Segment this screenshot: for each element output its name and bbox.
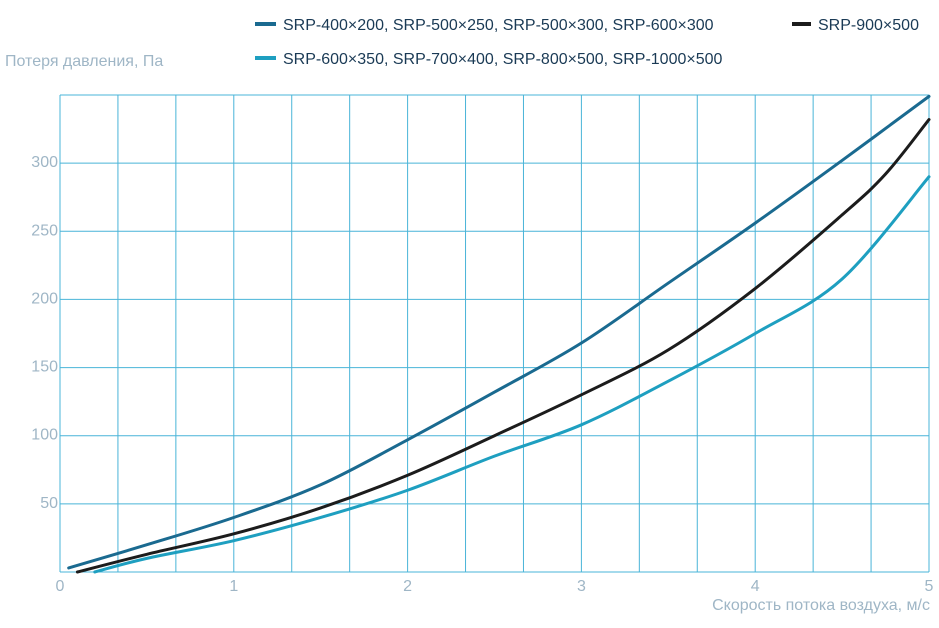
- y-tick-label: 100: [31, 427, 58, 444]
- y-tick-label: 150: [31, 359, 58, 376]
- grid: [59, 94, 930, 573]
- series-lines: [67, 94, 931, 574]
- y-tick-label: 50: [40, 495, 58, 512]
- x-tick-label: 0: [56, 578, 65, 595]
- y-tick-label: 250: [31, 222, 58, 239]
- series-line-2: [93, 175, 931, 574]
- x-axis-label: Скорость потока воздуха, м/с: [712, 597, 930, 614]
- x-tick-label: 1: [229, 578, 238, 595]
- x-tick-label: 5: [925, 578, 934, 595]
- y-axis-label: Потеря давления, Па: [5, 53, 163, 70]
- legend-item-0: SRP-400×200, SRP-500×250, SRP-500×300, S…: [255, 17, 714, 34]
- x-tick-label: 3: [577, 578, 586, 595]
- y-tick-label: 200: [31, 290, 58, 307]
- legend-label-1: SRP-900×500: [818, 17, 919, 34]
- legend-label-0: SRP-400×200, SRP-500×250, SRP-500×300, S…: [283, 17, 714, 34]
- legend: SRP-400×200, SRP-500×250, SRP-500×300, S…: [255, 17, 919, 68]
- legend-label-2: SRP-600×350, SRP-700×400, SRP-800×500, S…: [283, 51, 723, 68]
- tick-labels: 0 1 2 3 4 5 50 100 150 200 250 300: [31, 154, 933, 595]
- legend-item-2: SRP-600×350, SRP-700×400, SRP-800×500, S…: [255, 51, 723, 68]
- x-tick-label: 2: [403, 578, 412, 595]
- y-tick-label: 300: [31, 154, 58, 171]
- legend-item-1: SRP-900×500: [792, 17, 919, 34]
- series-line-0: [67, 94, 931, 570]
- series-line-1: [75, 118, 931, 574]
- x-tick-label: 4: [751, 578, 760, 595]
